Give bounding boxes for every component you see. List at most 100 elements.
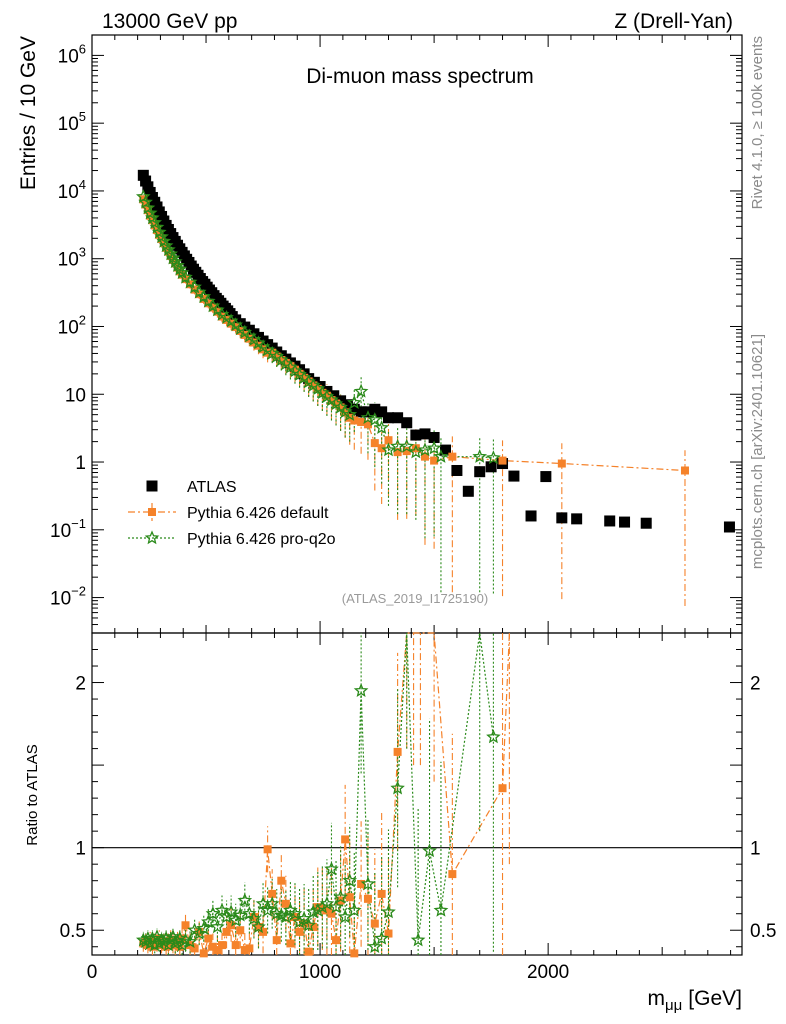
- pythia-default-point: [402, 447, 411, 456]
- ratio-pythia-default-point: [208, 942, 217, 951]
- pythia-default-point: [268, 348, 277, 357]
- ratio-pythia-pro-q2o-point: [182, 934, 198, 948]
- atlas-point: [571, 513, 583, 525]
- pythia-default-point: [350, 416, 359, 425]
- pythia-default-point: [498, 456, 507, 465]
- ratio-pythia-default-point: [199, 949, 208, 958]
- ratio-pythia-default-point: [218, 941, 226, 950]
- ratio-pythia-default-point: [231, 941, 240, 950]
- ratio-pythia-default-point: [327, 909, 336, 918]
- pythia-default-point: [357, 417, 366, 426]
- ratio-pythia-default-point: [322, 906, 331, 915]
- legend-marker-pythia-pro-q2o: [144, 530, 160, 545]
- x-tick-label: 1000: [299, 962, 341, 983]
- pythia-pro-q2o-point: [367, 412, 383, 426]
- atlas-point: [328, 390, 340, 402]
- pythia-pro-q2o-point: [417, 442, 433, 457]
- y-tick-label: 10: [65, 385, 86, 406]
- ratio-pythia-default-point: [286, 939, 295, 948]
- atlas-point: [451, 464, 463, 476]
- ratio-pythia-pro-q2o-point: [381, 904, 396, 919]
- ratio-pythia-pro-q2o-point: [273, 907, 289, 922]
- pythia-pro-q2o-point: [353, 383, 369, 398]
- pythia-default-point: [377, 444, 386, 453]
- ratio-pythia-default-point: [204, 934, 213, 943]
- pythia-default-point: [393, 448, 402, 457]
- pythia-default-point: [213, 307, 222, 316]
- atlas-point: [341, 399, 353, 411]
- ratio-pythia-pro-q2o-point: [278, 909, 294, 924]
- ratio-pythia-default-point: [213, 946, 222, 955]
- atlas-point: [376, 406, 388, 418]
- y-tick-label-exp: 2: [79, 312, 86, 327]
- y-tick-label: 10−1: [50, 516, 86, 542]
- ratio-pythia-pro-q2o-point: [237, 892, 253, 907]
- pythia-default-point: [290, 365, 299, 374]
- pythia-pro-q2o-point: [486, 450, 501, 465]
- y-tick-label: 103: [58, 245, 86, 271]
- x-axis-label-sub: μμ: [665, 997, 682, 1014]
- y-tick-label-base: 10: [58, 182, 79, 203]
- ratio-pythia-pro-q2o-point: [301, 917, 317, 932]
- ratio-pythia-default-point: [268, 889, 277, 898]
- ratio-pythia-default-point: [370, 919, 379, 928]
- atlas-point: [619, 516, 631, 528]
- atlas-point: [419, 428, 431, 440]
- ratio-pythia-default-point: [254, 922, 263, 931]
- atlas-point: [392, 412, 404, 424]
- pythia-default-point: [363, 420, 372, 429]
- pythia-default-point: [332, 399, 341, 408]
- legend-label-atlas: ATLAS: [187, 479, 237, 496]
- ratio-pythia-default-point: [384, 929, 393, 938]
- data-layer: [135, 169, 735, 958]
- x-tick-label: 0: [87, 962, 98, 983]
- pythia-default-point: [313, 384, 322, 393]
- pythia-default-point: [272, 352, 281, 361]
- ratio-pythia-pro-q2o-point: [178, 932, 193, 947]
- y-tick-label-base: 10: [50, 589, 71, 610]
- pythia-pro-q2o-point: [399, 438, 415, 453]
- ratio-pythia-pro-q2o-point: [410, 932, 426, 947]
- ratio-pythia-pro-q2o-point: [374, 930, 390, 945]
- atlas-point: [410, 429, 422, 441]
- ratio-pythia-default-point: [313, 903, 322, 912]
- atlas-point: [604, 515, 616, 527]
- ratio-pythia-pro-q2o-point: [342, 873, 358, 887]
- ratio-pythia-pro-q2o-point: [287, 906, 303, 920]
- ratio-pythia-pro-q2o-point: [260, 902, 275, 917]
- pythia-pro-q2o-point: [158, 238, 174, 253]
- ratio-pythia-pro-q2o-point: [269, 906, 284, 921]
- y-tick-label: 10−2: [50, 584, 86, 610]
- y-tick-label-exp: 4: [79, 177, 86, 192]
- ratio-pythia-default-point: [309, 922, 318, 931]
- x-axis-label-main: m: [648, 987, 666, 1010]
- pythia-pro-q2o-point: [472, 449, 488, 463]
- atlas-point: [485, 461, 497, 473]
- atlas-point: [401, 417, 413, 429]
- pythia-pro-q2o-point: [426, 440, 442, 455]
- pythia-default-point: [411, 444, 420, 453]
- atlas-point: [428, 432, 440, 444]
- header-left: 13000 GeV pp: [102, 10, 237, 33]
- ratio-tick-label: 0.5: [60, 921, 86, 942]
- y-tick-label-base: 10: [58, 114, 79, 135]
- plot-title: Di-muon mass spectrum: [306, 65, 534, 88]
- y-axis-label: Entries / 10 GeV: [17, 36, 40, 190]
- pythia-default-point: [322, 391, 331, 400]
- y-tick-label-base: 10: [58, 46, 79, 67]
- pythia-pro-q2o-point: [172, 261, 188, 276]
- ratio-pythia-default-point: [341, 835, 350, 844]
- ratio-pythia-pro-q2o-point: [360, 876, 376, 891]
- ratio-pythia-pro-q2o-point: [333, 889, 348, 904]
- ratio-pythia-default-point: [377, 889, 386, 898]
- ratio-pythia-pro-q2o-point: [251, 919, 266, 934]
- ratio-pythia-pro-q2o-point: [433, 902, 449, 917]
- ratio-pythia-pro-q2o-point: [292, 914, 307, 929]
- y-tick-label-base: 10: [50, 521, 71, 542]
- ratio-pythia-default-point: [272, 936, 281, 945]
- ratio-pythia-default-point: [227, 921, 236, 930]
- atlas-point: [540, 471, 552, 483]
- atlas-point: [440, 444, 452, 456]
